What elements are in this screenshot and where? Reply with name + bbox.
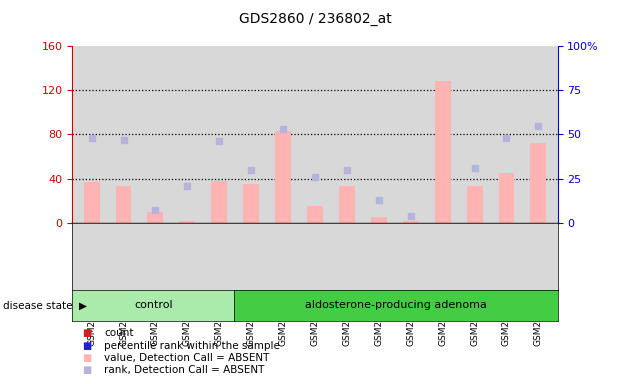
Bar <box>115 186 132 223</box>
Bar <box>211 181 227 223</box>
Bar <box>498 173 515 223</box>
Bar <box>435 81 450 223</box>
Bar <box>275 131 291 223</box>
Bar <box>371 217 387 223</box>
Text: ■: ■ <box>82 353 91 363</box>
Text: rank, Detection Call = ABSENT: rank, Detection Call = ABSENT <box>104 365 265 375</box>
Text: count: count <box>104 328 134 338</box>
Bar <box>243 184 259 223</box>
Text: aldosterone-producing adenoma: aldosterone-producing adenoma <box>305 300 487 310</box>
Text: ■: ■ <box>82 341 91 351</box>
Bar <box>147 212 163 223</box>
Bar <box>84 182 100 223</box>
Bar <box>530 143 546 223</box>
Text: control: control <box>134 300 173 310</box>
Text: percentile rank within the sample: percentile rank within the sample <box>104 341 280 351</box>
Bar <box>403 220 419 223</box>
Text: disease state  ▶: disease state ▶ <box>3 300 87 310</box>
Text: value, Detection Call = ABSENT: value, Detection Call = ABSENT <box>104 353 270 363</box>
Text: ■: ■ <box>82 328 91 338</box>
Bar <box>180 220 195 223</box>
Text: GDS2860 / 236802_at: GDS2860 / 236802_at <box>239 12 391 25</box>
Bar <box>467 186 483 223</box>
Bar <box>339 186 355 223</box>
Bar <box>307 206 323 223</box>
Text: ■: ■ <box>82 365 91 375</box>
